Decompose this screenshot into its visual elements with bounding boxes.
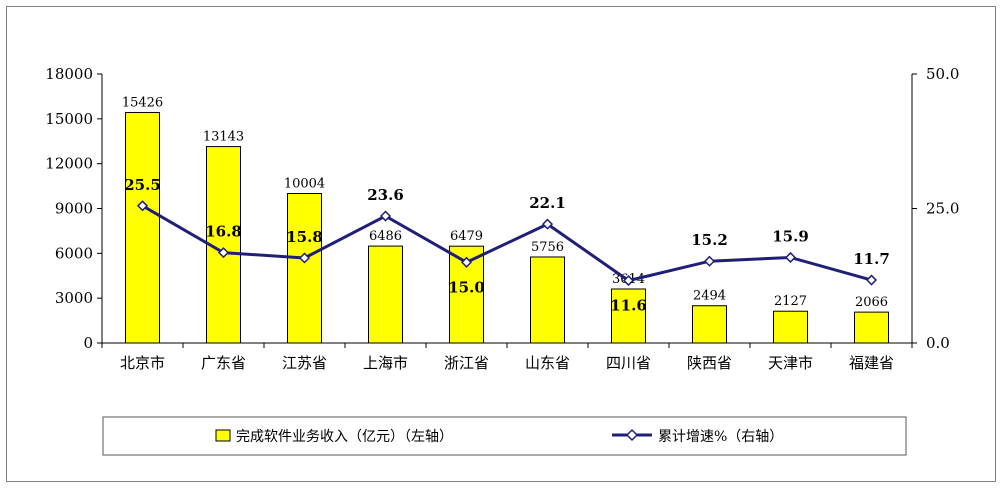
left-tick-label: 3000 bbox=[55, 289, 93, 307]
line-value-label: 15.9 bbox=[772, 227, 809, 245]
bar bbox=[692, 305, 727, 344]
legend-bar-swatch bbox=[215, 429, 231, 442]
bar-value-label: 6486 bbox=[369, 229, 402, 244]
bar-value-label: 5756 bbox=[531, 240, 564, 255]
line-point bbox=[622, 275, 635, 287]
x-category-label: 天津市 bbox=[768, 354, 813, 372]
right-tick-label: 25.0 bbox=[926, 200, 959, 218]
growth-line bbox=[141, 204, 872, 283]
right-y-axis: 0.0 25.0 50.0 bbox=[911, 65, 959, 352]
x-category-label: 浙江省 bbox=[444, 354, 489, 372]
left-tick-label: 18000 bbox=[45, 65, 93, 83]
bar-value-label: 2494 bbox=[693, 289, 726, 304]
line-value-label: 11.7 bbox=[853, 250, 890, 268]
line-point bbox=[865, 274, 878, 286]
line-value-label: 15.8 bbox=[286, 228, 323, 246]
line-value-label: 15.2 bbox=[691, 231, 728, 249]
line-value-label: 16.8 bbox=[205, 223, 242, 241]
line-value-labels: 25.5 16.8 15.8 23.6 15.0 22.1 11.6 15.2 15.9 11.7 bbox=[124, 176, 890, 315]
bar bbox=[773, 310, 808, 344]
left-tick-label: 12000 bbox=[45, 155, 93, 173]
bar bbox=[368, 245, 403, 344]
bar-value-label: 2127 bbox=[774, 294, 807, 309]
line-point bbox=[703, 255, 716, 267]
x-category-label: 福建省 bbox=[849, 354, 894, 372]
x-category-label: 上海市 bbox=[363, 354, 408, 372]
bar-value-label: 13143 bbox=[203, 130, 244, 145]
left-tick-label: 0 bbox=[83, 334, 93, 352]
bar-value-label: 10004 bbox=[284, 176, 325, 191]
line-value-label: 11.6 bbox=[610, 297, 647, 315]
legend: 完成软件业务收入（亿元）（左轴） 累计增速%（右轴） bbox=[102, 416, 907, 456]
x-category-label: 广东省 bbox=[201, 354, 246, 372]
line-point bbox=[541, 218, 554, 230]
line-series bbox=[136, 200, 878, 287]
bar-value-label: 2066 bbox=[855, 295, 888, 310]
line-value-label: 25.5 bbox=[124, 176, 161, 194]
chart-frame bbox=[6, 6, 996, 482]
legend-bar-label: 完成软件业务收入（亿元）（左轴） bbox=[236, 429, 453, 445]
left-tick-label: 15000 bbox=[45, 110, 93, 128]
line-point bbox=[136, 200, 149, 212]
line-point bbox=[784, 251, 797, 264]
bar bbox=[530, 256, 565, 344]
bar bbox=[611, 288, 646, 344]
legend-line-marker bbox=[625, 428, 639, 442]
line-point bbox=[298, 252, 311, 264]
left-tick-label: 9000 bbox=[55, 200, 93, 218]
x-category-label: 陕西省 bbox=[687, 354, 732, 372]
bar-value-label: 6479 bbox=[450, 229, 483, 244]
bar bbox=[854, 311, 889, 344]
line-value-label: 15.0 bbox=[448, 278, 485, 296]
legend-line-label: 累计增速%（右轴） bbox=[658, 429, 783, 445]
left-y-axis: 0 3000 6000 9000 12000 15000 18000 bbox=[45, 65, 103, 352]
bar-value-label: 15426 bbox=[122, 95, 163, 110]
x-category-label: 北京市 bbox=[120, 354, 165, 372]
line-point bbox=[379, 210, 392, 222]
line-value-label: 23.6 bbox=[367, 186, 404, 204]
x-category-label: 四川省 bbox=[606, 354, 651, 372]
bar-value-labels: 1542613143100046486647957563614249421272… bbox=[122, 95, 888, 310]
x-category-label: 江苏省 bbox=[282, 354, 327, 372]
right-tick-label: 50.0 bbox=[926, 65, 959, 83]
line-point bbox=[217, 247, 230, 259]
bar bbox=[287, 192, 322, 344]
legend-box bbox=[102, 416, 907, 456]
left-tick-label: 6000 bbox=[55, 244, 93, 262]
line-value-label: 22.1 bbox=[529, 194, 566, 212]
x-axis: 北京市 广东省 江苏省 上海市 浙江省 山东省 四川省 陕西省 天津市 福建省 bbox=[101, 342, 913, 372]
line-point bbox=[460, 256, 473, 268]
right-tick-label: 0.0 bbox=[926, 334, 950, 352]
bar bbox=[125, 111, 160, 344]
x-category-label: 山东省 bbox=[525, 354, 570, 372]
